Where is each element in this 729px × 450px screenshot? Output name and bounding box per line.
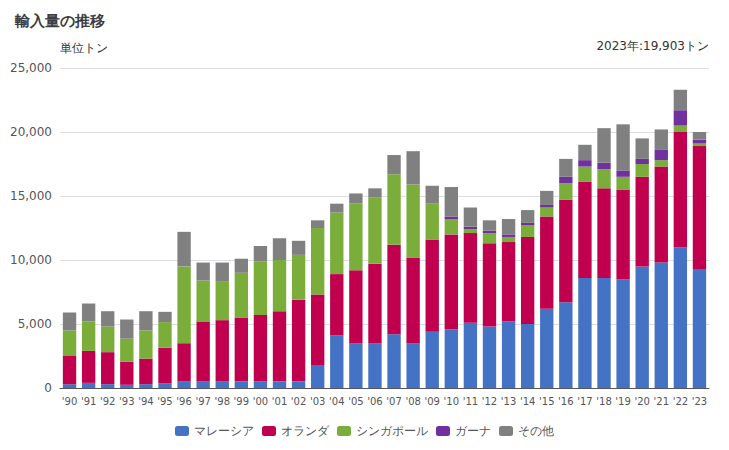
svg-text:'14: '14	[520, 396, 535, 407]
svg-text:'93: '93	[119, 396, 134, 407]
svg-text:'96: '96	[176, 396, 191, 407]
svg-text:15,000: 15,000	[10, 189, 52, 203]
svg-text:'98: '98	[215, 396, 230, 407]
svg-text:5,000: 5,000	[18, 317, 52, 331]
svg-text:'16: '16	[558, 396, 573, 407]
svg-text:ガーナ: ガーナ	[455, 424, 491, 438]
svg-text:マレーシア: マレーシア	[194, 424, 254, 438]
svg-text:'11: '11	[463, 396, 478, 407]
svg-text:'95: '95	[157, 396, 172, 407]
svg-text:'09: '09	[424, 396, 439, 407]
svg-text:'99: '99	[234, 396, 249, 407]
svg-text:'00: '00	[253, 396, 268, 407]
svg-text:オランダ: オランダ	[281, 424, 330, 438]
svg-text:'03: '03	[310, 396, 325, 407]
svg-text:'15: '15	[539, 396, 554, 407]
svg-text:'07: '07	[386, 396, 401, 407]
svg-text:その他: その他	[518, 424, 554, 438]
svg-text:'12: '12	[482, 396, 497, 407]
svg-text:2023年:19,903トン: 2023年:19,903トン	[596, 39, 709, 53]
svg-text:単位トン: 単位トン	[60, 41, 108, 55]
svg-text:'20: '20	[634, 396, 649, 407]
svg-text:20,000: 20,000	[10, 125, 52, 139]
svg-text:'18: '18	[596, 396, 611, 407]
svg-text:'13: '13	[501, 396, 516, 407]
svg-text:'19: '19	[615, 396, 630, 407]
svg-text:輸入量の推移: 輸入量の推移	[14, 12, 105, 30]
svg-text:'17: '17	[577, 396, 592, 407]
svg-text:25,000: 25,000	[10, 61, 52, 75]
svg-text:'10: '10	[444, 396, 459, 407]
svg-text:'02: '02	[291, 396, 306, 407]
svg-text:'22: '22	[673, 396, 688, 407]
svg-text:'23: '23	[692, 396, 707, 407]
svg-text:'92: '92	[100, 396, 115, 407]
svg-text:'21: '21	[654, 396, 669, 407]
svg-text:'90: '90	[62, 396, 77, 407]
svg-text:'05: '05	[348, 396, 363, 407]
svg-text:シンガポール: シンガポール	[356, 424, 428, 438]
svg-text:0: 0	[44, 381, 52, 395]
svg-text:'91: '91	[81, 396, 96, 407]
svg-text:'06: '06	[367, 396, 382, 407]
svg-text:'08: '08	[405, 396, 420, 407]
svg-text:10,000: 10,000	[10, 253, 52, 267]
svg-text:'04: '04	[329, 396, 344, 407]
svg-text:'01: '01	[272, 396, 287, 407]
svg-text:'97: '97	[195, 396, 210, 407]
svg-text:'94: '94	[138, 396, 153, 407]
